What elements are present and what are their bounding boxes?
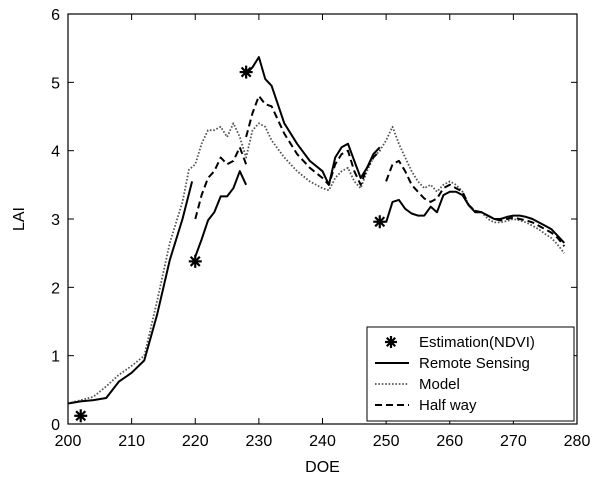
y-tick-label: 4 bbox=[51, 144, 60, 161]
legend-model-label: Model bbox=[419, 376, 460, 393]
x-tick-label: 270 bbox=[500, 433, 527, 450]
x-tick-label: 220 bbox=[182, 433, 209, 450]
marker-stroke bbox=[385, 336, 397, 348]
x-tick-label: 260 bbox=[436, 433, 463, 450]
series-remote-sensing-line bbox=[194, 170, 248, 257]
estimation-marker bbox=[373, 215, 387, 229]
series-model-line bbox=[67, 122, 566, 405]
estimation-marker bbox=[74, 409, 88, 423]
estimation-marker bbox=[239, 65, 253, 79]
legend-estimation-ndvi--marker bbox=[385, 336, 397, 348]
plot-series-group bbox=[67, 56, 566, 405]
marker-stroke bbox=[374, 216, 386, 228]
y-tick-label: 0 bbox=[51, 417, 60, 434]
y-tick-label: 5 bbox=[51, 75, 60, 92]
marker-stroke bbox=[189, 255, 201, 267]
marker-stroke bbox=[75, 410, 87, 422]
legend-remote-sensing-label: Remote Sensing bbox=[419, 355, 530, 372]
y-tick-label: 3 bbox=[51, 212, 60, 229]
y-tick-label: 2 bbox=[51, 280, 60, 297]
legend-estimation-ndvi--label: Estimation(NDVI) bbox=[419, 334, 535, 351]
x-tick-label: 210 bbox=[118, 433, 145, 450]
series-half-way-line bbox=[194, 146, 248, 220]
series-remote-sensing-line bbox=[385, 190, 566, 244]
x-tick-label: 240 bbox=[309, 433, 336, 450]
y-axis-ticks: 0 1 2 3 4 5 6 bbox=[51, 7, 577, 434]
y-tick-label: 1 bbox=[51, 349, 60, 366]
series-remote-sensing-line bbox=[67, 181, 194, 405]
x-tick-label: 280 bbox=[564, 433, 591, 450]
x-tick-label: 250 bbox=[373, 433, 400, 450]
x-axis-ticks: 200 210 220 230 240 250 260 270 280 bbox=[55, 14, 591, 450]
x-tick-label: 200 bbox=[55, 433, 82, 450]
plot-marker-group bbox=[74, 65, 387, 423]
estimation-marker bbox=[188, 254, 202, 268]
series-half-way-line bbox=[385, 159, 566, 247]
y-tick-label: 6 bbox=[51, 7, 60, 24]
legend-half-way-label: Half way bbox=[419, 397, 477, 414]
series-remote-sensing-line bbox=[245, 56, 381, 186]
x-axis-title: DOE bbox=[305, 459, 340, 476]
y-axis-title: LAI bbox=[11, 207, 28, 231]
legend: Estimation(NDVI) Remote Sensing Model Half … bbox=[366, 326, 575, 422]
x-tick-label: 230 bbox=[246, 433, 273, 450]
marker-stroke bbox=[240, 66, 252, 78]
